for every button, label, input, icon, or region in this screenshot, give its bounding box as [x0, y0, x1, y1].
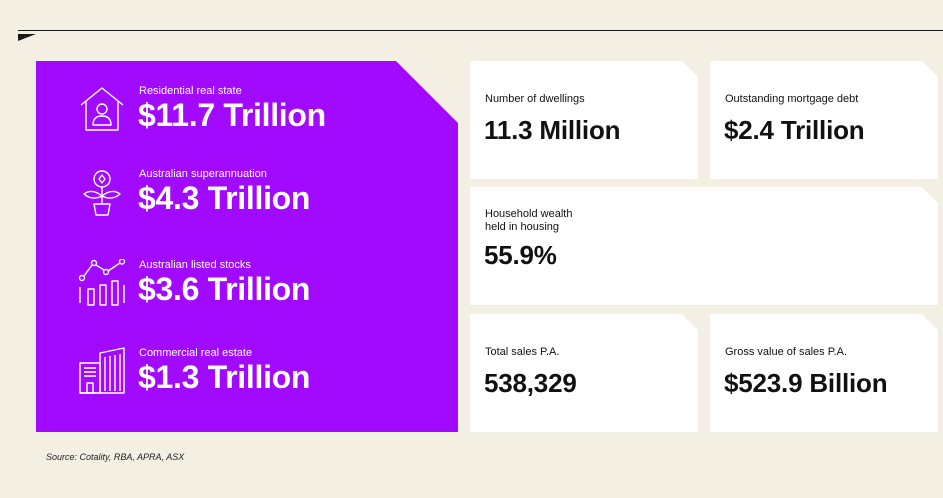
- stat-commercial: Commercial real estate $1.3 Trillion: [36, 347, 458, 417]
- stat-value: $1.3 Trillion: [138, 359, 311, 395]
- card-label: Outstanding mortgage debt: [725, 93, 859, 105]
- card-value: $2.4 Trillion: [724, 115, 865, 145]
- card-gross-value: Gross value of sales P.A. $523.9 Billion: [710, 314, 938, 432]
- card-mortgage-debt: Outstanding mortgage debt $2.4 Trillion: [710, 61, 938, 179]
- stat-label: Commercial real estate: [139, 347, 253, 359]
- stat-label: Australian listed stocks: [139, 259, 251, 271]
- stat-value: $4.3 Trillion: [138, 180, 311, 216]
- plant-coin-icon: [78, 168, 126, 216]
- card-value: $523.9 Billion: [724, 368, 888, 398]
- top-divider: [18, 30, 943, 31]
- card-label: Total sales P.A.: [485, 346, 560, 358]
- card-value: 11.3 Million: [484, 115, 621, 145]
- card-label: Household wealth held in housing: [485, 208, 572, 234]
- stat-label: Residential real state: [139, 85, 242, 97]
- bar-line-chart-icon: [78, 259, 126, 307]
- stat-listed-stocks: Australian listed stocks $3.6 Trillion: [36, 259, 458, 329]
- stat-label: Australian superannuation: [139, 168, 267, 180]
- card-label: Gross value of sales P.A.: [725, 346, 848, 358]
- card-household-wealth: Household wealth held in housing 55.9%: [470, 187, 938, 305]
- card-value: 55.9%: [484, 240, 557, 270]
- card-label-line1: Household wealth: [485, 208, 573, 220]
- card-label-line2: held in housing: [485, 221, 560, 233]
- top-marker-triangle: [18, 34, 36, 41]
- house-person-icon: [78, 85, 126, 133]
- stat-superannuation: Australian superannuation $4.3 Trillion: [36, 168, 458, 238]
- card-dwellings: Number of dwellings 11.3 Million: [470, 61, 698, 179]
- office-buildings-icon: [78, 347, 126, 395]
- card-total-sales: Total sales P.A. 538,329: [470, 314, 698, 432]
- asset-values-panel: Residential real state $11.7 Trillion Au…: [36, 61, 458, 432]
- stat-value: $3.6 Trillion: [138, 271, 311, 307]
- card-label: Number of dwellings: [485, 93, 585, 105]
- card-value: 538,329: [484, 368, 577, 398]
- stat-value: $11.7 Trillion: [138, 97, 326, 133]
- stat-residential: Residential real state $11.7 Trillion: [36, 85, 458, 155]
- source-note: Source: Cotality, RBA, APRA, ASX: [46, 452, 185, 462]
